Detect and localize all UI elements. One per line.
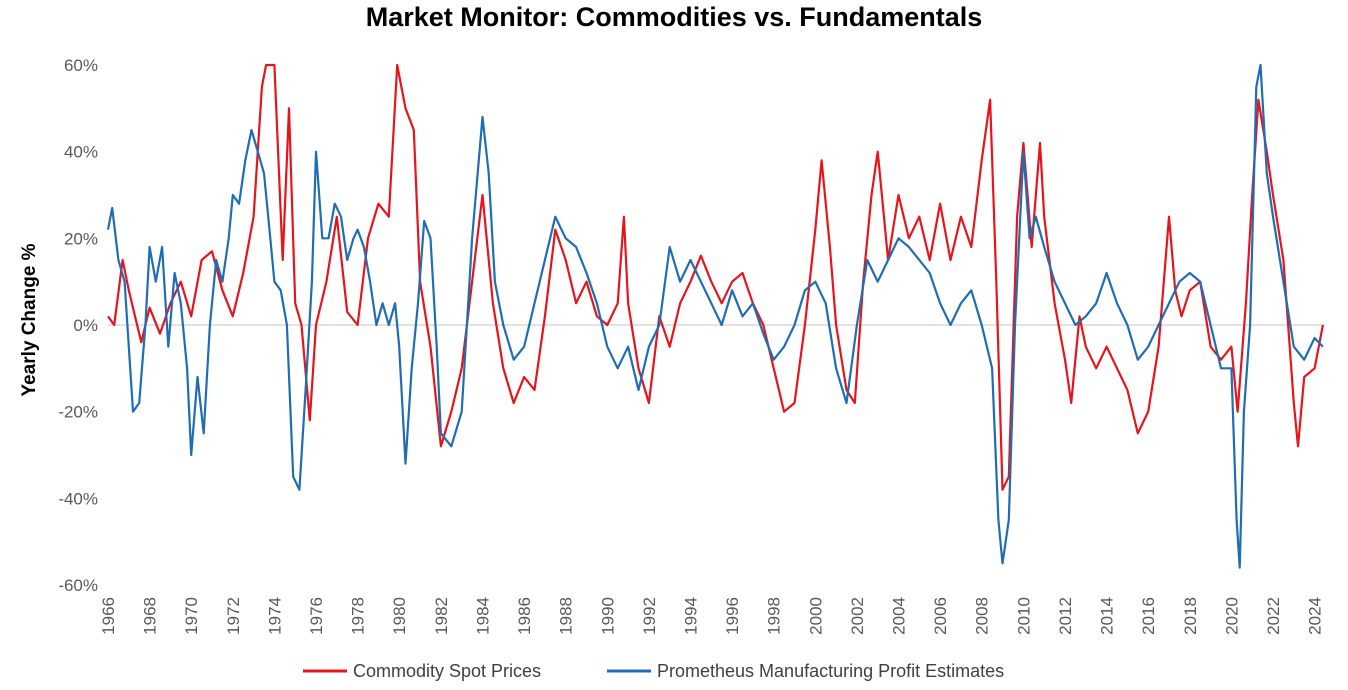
- x-tick-label: 1966: [99, 597, 118, 635]
- chart-title: Market Monitor: Commodities vs. Fundamen…: [365, 2, 983, 32]
- x-tick-label: 2006: [931, 597, 950, 635]
- x-tick-label: 2010: [1014, 597, 1033, 635]
- x-tick-label: 2018: [1181, 597, 1200, 635]
- x-tick-label: 1976: [307, 597, 326, 635]
- x-tick-label: 1996: [723, 597, 742, 635]
- x-tick-label: 2016: [1139, 597, 1158, 635]
- x-tick-label: 1984: [473, 597, 492, 635]
- y-axis-label: Yearly Change %: [19, 243, 40, 396]
- x-tick-label: 1986: [515, 597, 534, 635]
- x-tick-label: 2000: [806, 597, 825, 635]
- x-tick-label: 1992: [640, 597, 659, 635]
- x-tick-label: 2022: [1264, 597, 1283, 635]
- x-axis-ticks: 1966 1968 1970 1972 1974 1976 1978 1980 1982 1984…: [99, 597, 1325, 635]
- x-tick-label: 1982: [432, 597, 451, 635]
- x-tick-label: 1970: [182, 597, 201, 635]
- x-tick-label: 1994: [681, 597, 700, 635]
- y-tick-label: -60%: [58, 576, 98, 595]
- y-tick-label: 40%: [64, 143, 98, 162]
- x-tick-label: 2020: [1222, 597, 1241, 635]
- y-tick-label: 60%: [64, 56, 98, 75]
- series-line-2: [106, 63, 1324, 569]
- x-tick-label: 1980: [390, 597, 409, 635]
- x-tick-label: 1998: [765, 597, 784, 635]
- x-tick-label: 2012: [1056, 597, 1075, 635]
- legend-item-1[interactable]: Commodity Spot Prices: [303, 661, 541, 681]
- x-tick-label: 1978: [349, 597, 368, 635]
- legend: Commodity Spot Prices Prometheus Manufact…: [303, 661, 1004, 681]
- series-line-1: [107, 63, 1324, 491]
- legend-label: Prometheus Manufacturing Profit Estimate…: [657, 661, 1004, 681]
- x-tick-label: 2008: [973, 597, 992, 635]
- x-tick-label: 1972: [224, 597, 243, 635]
- series-layer: [106, 63, 1324, 569]
- y-tick-label: -40%: [58, 489, 98, 508]
- legend-label: Commodity Spot Prices: [353, 661, 541, 681]
- y-tick-label: 20%: [64, 229, 98, 248]
- y-tick-label: 0%: [73, 316, 98, 335]
- x-tick-label: 1990: [598, 597, 617, 635]
- x-tick-label: 2004: [890, 597, 909, 635]
- x-tick-label: 2014: [1098, 597, 1117, 635]
- x-tick-label: 2024: [1306, 597, 1325, 635]
- y-tick-label: -20%: [58, 403, 98, 422]
- x-tick-label: 1974: [265, 597, 284, 635]
- legend-item-2[interactable]: Prometheus Manufacturing Profit Estimate…: [607, 661, 1004, 681]
- x-tick-label: 1988: [557, 597, 576, 635]
- y-axis-ticks: 60% 40% 20% 0% -20% -40% -60%: [58, 56, 98, 595]
- x-tick-label: 2002: [848, 597, 867, 635]
- x-tick-label: 1968: [141, 597, 160, 635]
